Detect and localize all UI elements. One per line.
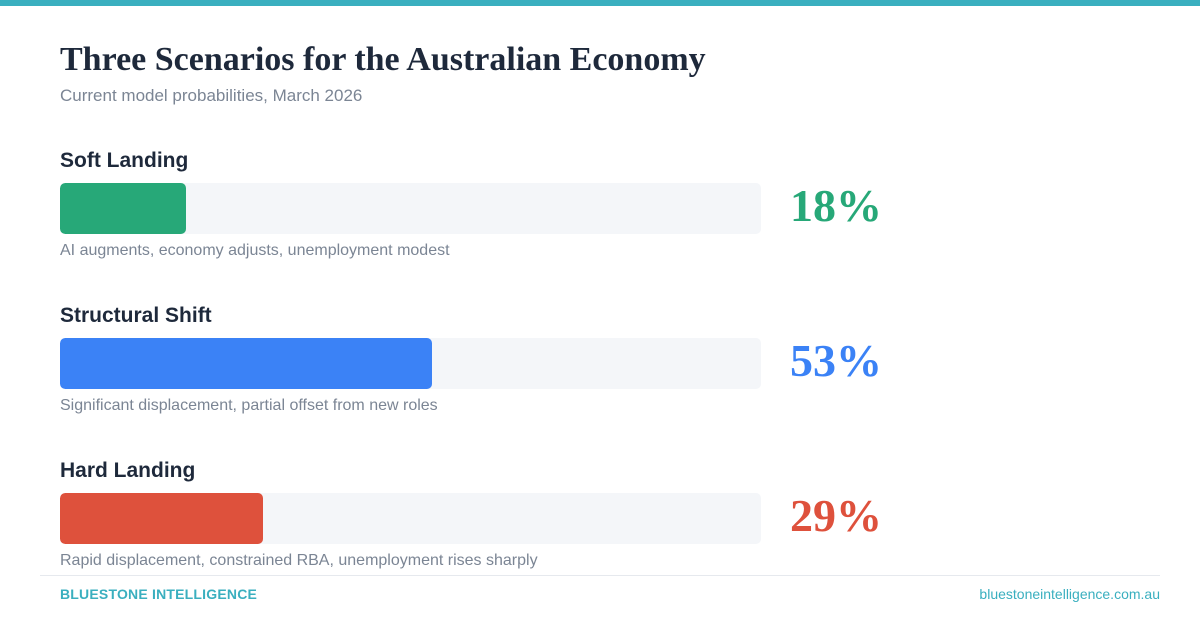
probability-bar bbox=[60, 493, 264, 544]
scenario-description: AI augments, economy adjusts, unemployme… bbox=[60, 242, 450, 259]
probability-value: 29% bbox=[790, 490, 882, 541]
website-link[interactable]: bluestoneintelligence.com.au bbox=[979, 586, 1160, 602]
probability-bar bbox=[60, 338, 432, 389]
probability-track bbox=[60, 338, 761, 389]
scenario-name: Structural Shift bbox=[60, 304, 212, 327]
page-subtitle: Current model probabilities, March 2026 bbox=[60, 86, 363, 105]
probability-track bbox=[60, 493, 761, 544]
scenario-name: Hard Landing bbox=[60, 459, 196, 482]
scenario-soft-landing: Soft Landing 18% AI augments, economy ad… bbox=[60, 148, 960, 278]
probability-value: 53% bbox=[790, 335, 882, 386]
scenario-description: Rapid displacement, constrained RBA, une… bbox=[60, 552, 538, 569]
accent-stripe bbox=[0, 0, 1200, 6]
footer-divider bbox=[40, 575, 1160, 576]
scenario-hard-landing: Hard Landing 29% Rapid displacement, con… bbox=[60, 458, 960, 588]
scenario-name: Soft Landing bbox=[60, 149, 189, 172]
scenario-structural-shift: Structural Shift 53% Significant displac… bbox=[60, 303, 960, 433]
probability-track bbox=[60, 183, 761, 234]
probability-value: 18% bbox=[790, 180, 882, 231]
brand-name: BLUESTONE INTELLIGENCE bbox=[60, 586, 258, 602]
page-title: Three Scenarios for the Australian Econo… bbox=[60, 41, 706, 78]
scenario-description: Significant displacement, partial offset… bbox=[60, 397, 438, 414]
probability-bar bbox=[60, 183, 187, 234]
